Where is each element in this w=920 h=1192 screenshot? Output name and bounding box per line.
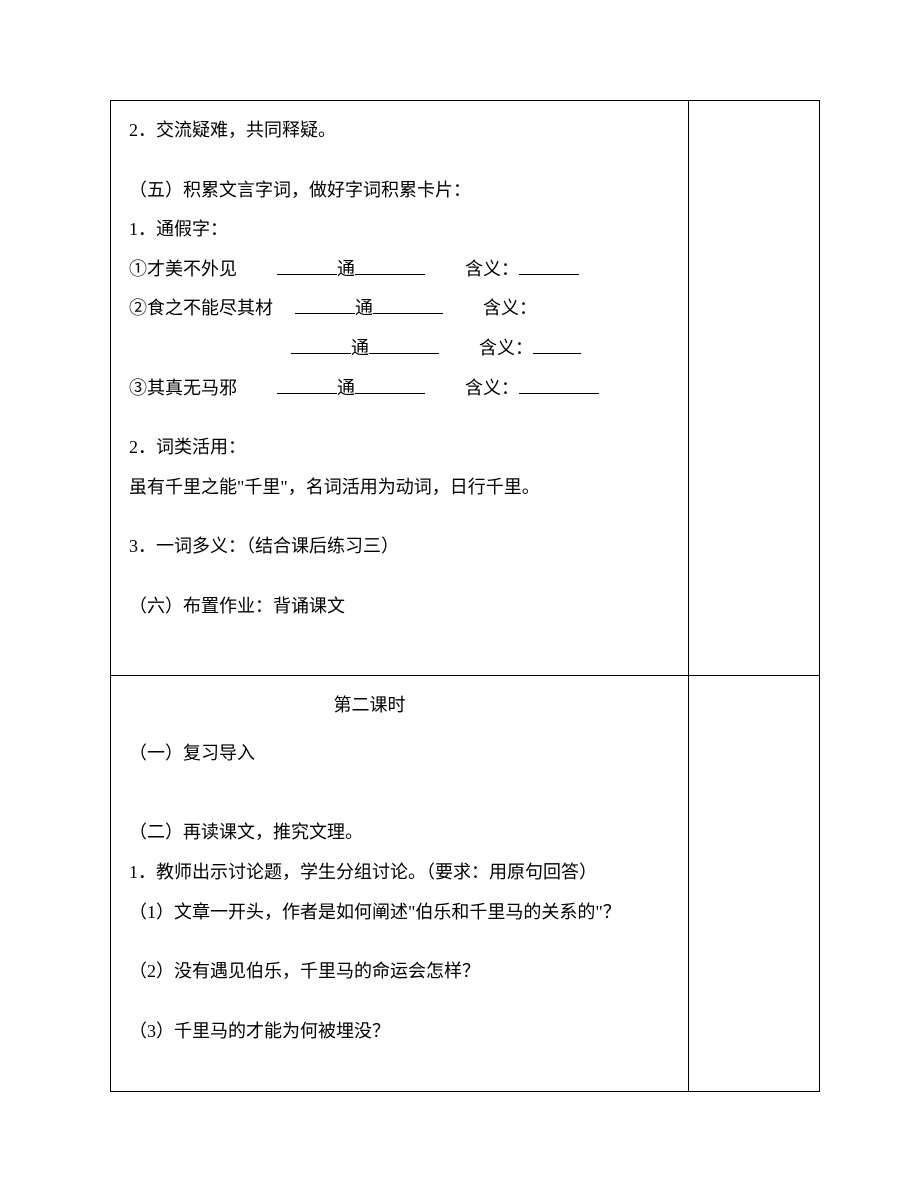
blank-field[interactable] [355,374,425,394]
blank-field[interactable] [277,255,337,275]
tongjia-row-1: ①才美不外见 通 含义： [129,250,670,290]
hanyi-label: 含义： [465,378,519,398]
hanyi-label: 含义： [465,259,519,279]
tj4-prefix: ③其真无马邪 [129,378,237,398]
blank-field[interactable] [373,295,443,315]
tong-label: 通 [351,338,369,358]
tong-label: 通 [337,259,355,279]
notes-col-1 [689,101,819,675]
s2-heading-2: （二）再读课文，推究文理。 [129,813,670,853]
row-lesson-part2: 第二课时 （一）复习导入 （二）再读课文，推究文理。 1．教师出示讨论题，学生分… [111,675,819,1091]
lesson-plan-table: 2．交流疑难，共同释疑。 （五）积累文言字词，做好字词积累卡片： 1．通假字： … [110,100,820,1092]
tongjia-row-4: ③其真无马邪 通 含义： [129,369,670,409]
content-col-1: 2．交流疑难，共同释疑。 （五）积累文言字词，做好字词积累卡片： 1．通假字： … [111,101,689,675]
tj1-prefix: ①才美不外见 [129,259,237,279]
s2-q2: （2）没有遇见伯乐，千里马的命运会怎样？ [129,952,670,992]
blank-field[interactable] [519,255,579,275]
tongjia-row-2: ②食之不能尽其材 通 含义： [129,289,670,329]
row-lesson-part1: 2．交流疑难，共同释疑。 （五）积累文言字词，做好字词积累卡片： 1．通假字： … [111,101,819,675]
hanyi-label: 含义： [479,338,533,358]
heading-6: （六）布置作业：背诵课文 [129,587,670,627]
s2-q1: （1）文章一开头，作者是如何阐述"伯乐和千里马的关系的"？ [129,893,670,933]
notes-col-2 [689,676,819,1091]
blank-field[interactable] [369,334,439,354]
tj2-prefix: ②食之不能尽其材 [129,298,273,318]
heading-5: （五）积累文言字词，做好字词积累卡片： [129,171,670,211]
item-2-body: 虽有千里之能"千里"，名词活用为动词，日行千里。 [129,468,670,508]
s2-item-1: 1．教师出示讨论题，学生分组讨论。（要求：用原句回答） [129,853,670,893]
tongjia-row-3: 通 含义： [129,329,670,369]
blank-field[interactable] [355,255,425,275]
text-line: 2．交流疑难，共同释疑。 [129,111,670,151]
tong-label: 通 [355,298,373,318]
tong-label: 通 [337,378,355,398]
blank-field[interactable] [291,334,351,354]
item-3-title: 3．一词多义：（结合课后练习三） [129,527,670,567]
blank-field[interactable] [277,374,337,394]
lesson-2-title: 第二课时 [129,686,670,726]
content-col-2: 第二课时 （一）复习导入 （二）再读课文，推究文理。 1．教师出示讨论题，学生分… [111,676,689,1091]
item-2-title: 2．词类活用： [129,428,670,468]
item-1-title: 1．通假字： [129,210,670,250]
s2-heading-1: （一）复习导入 [129,734,670,774]
blank-field[interactable] [519,374,599,394]
blank-field[interactable] [533,334,581,354]
blank-field[interactable] [295,295,355,315]
s2-q3: （3）千里马的才能为何被埋没？ [129,1012,670,1052]
hanyi-label: 含义： [483,298,537,318]
